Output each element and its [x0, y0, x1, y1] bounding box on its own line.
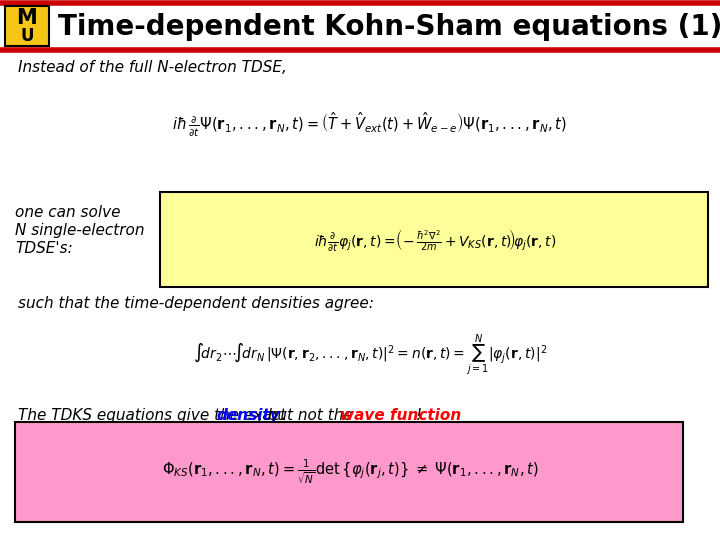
Text: N single-electron: N single-electron	[15, 223, 145, 238]
Text: $i\hbar\,\frac{\partial}{\partial t}\Psi(\mathbf{r}_1,...,\mathbf{r}_N,t)=\left(: $i\hbar\,\frac{\partial}{\partial t}\Psi…	[173, 111, 567, 139]
Text: $\Phi_{KS}(\mathbf{r}_1,...,\mathbf{r}_N,t)=\frac{1}{\sqrt{N}}\det\{\varphi_j(\m: $\Phi_{KS}(\mathbf{r}_1,...,\mathbf{r}_N…	[161, 457, 539, 487]
Text: Instead of the full N-electron TDSE,: Instead of the full N-electron TDSE,	[18, 60, 287, 75]
Text: !: !	[416, 408, 422, 423]
Text: M: M	[17, 8, 37, 28]
Text: U: U	[20, 27, 34, 45]
Text: Time-dependent Kohn-Sham equations (1): Time-dependent Kohn-Sham equations (1)	[58, 13, 720, 41]
Text: $\int\!dr_2\cdots\!\int\!dr_N\,|\Psi(\mathbf{r},\mathbf{r}_2,...,\mathbf{r}_N,t): $\int\!dr_2\cdots\!\int\!dr_N\,|\Psi(\ma…	[193, 332, 547, 378]
Text: $i\hbar\frac{\partial}{\partial t}\varphi_j(\mathbf{r},t)=\!\left(\!-\frac{\hbar: $i\hbar\frac{\partial}{\partial t}\varph…	[314, 227, 557, 253]
Text: The TDKS equations give the exact: The TDKS equations give the exact	[18, 408, 291, 423]
Text: TDSE's:: TDSE's:	[15, 241, 73, 256]
Text: wave function: wave function	[340, 408, 461, 423]
Text: , but not the: , but not the	[258, 408, 357, 423]
Text: such that the time-dependent densities agree:: such that the time-dependent densities a…	[18, 296, 374, 311]
Text: one can solve: one can solve	[15, 205, 120, 220]
Text: density: density	[217, 408, 281, 423]
FancyBboxPatch shape	[5, 6, 49, 46]
FancyBboxPatch shape	[160, 192, 708, 287]
FancyBboxPatch shape	[15, 422, 683, 522]
